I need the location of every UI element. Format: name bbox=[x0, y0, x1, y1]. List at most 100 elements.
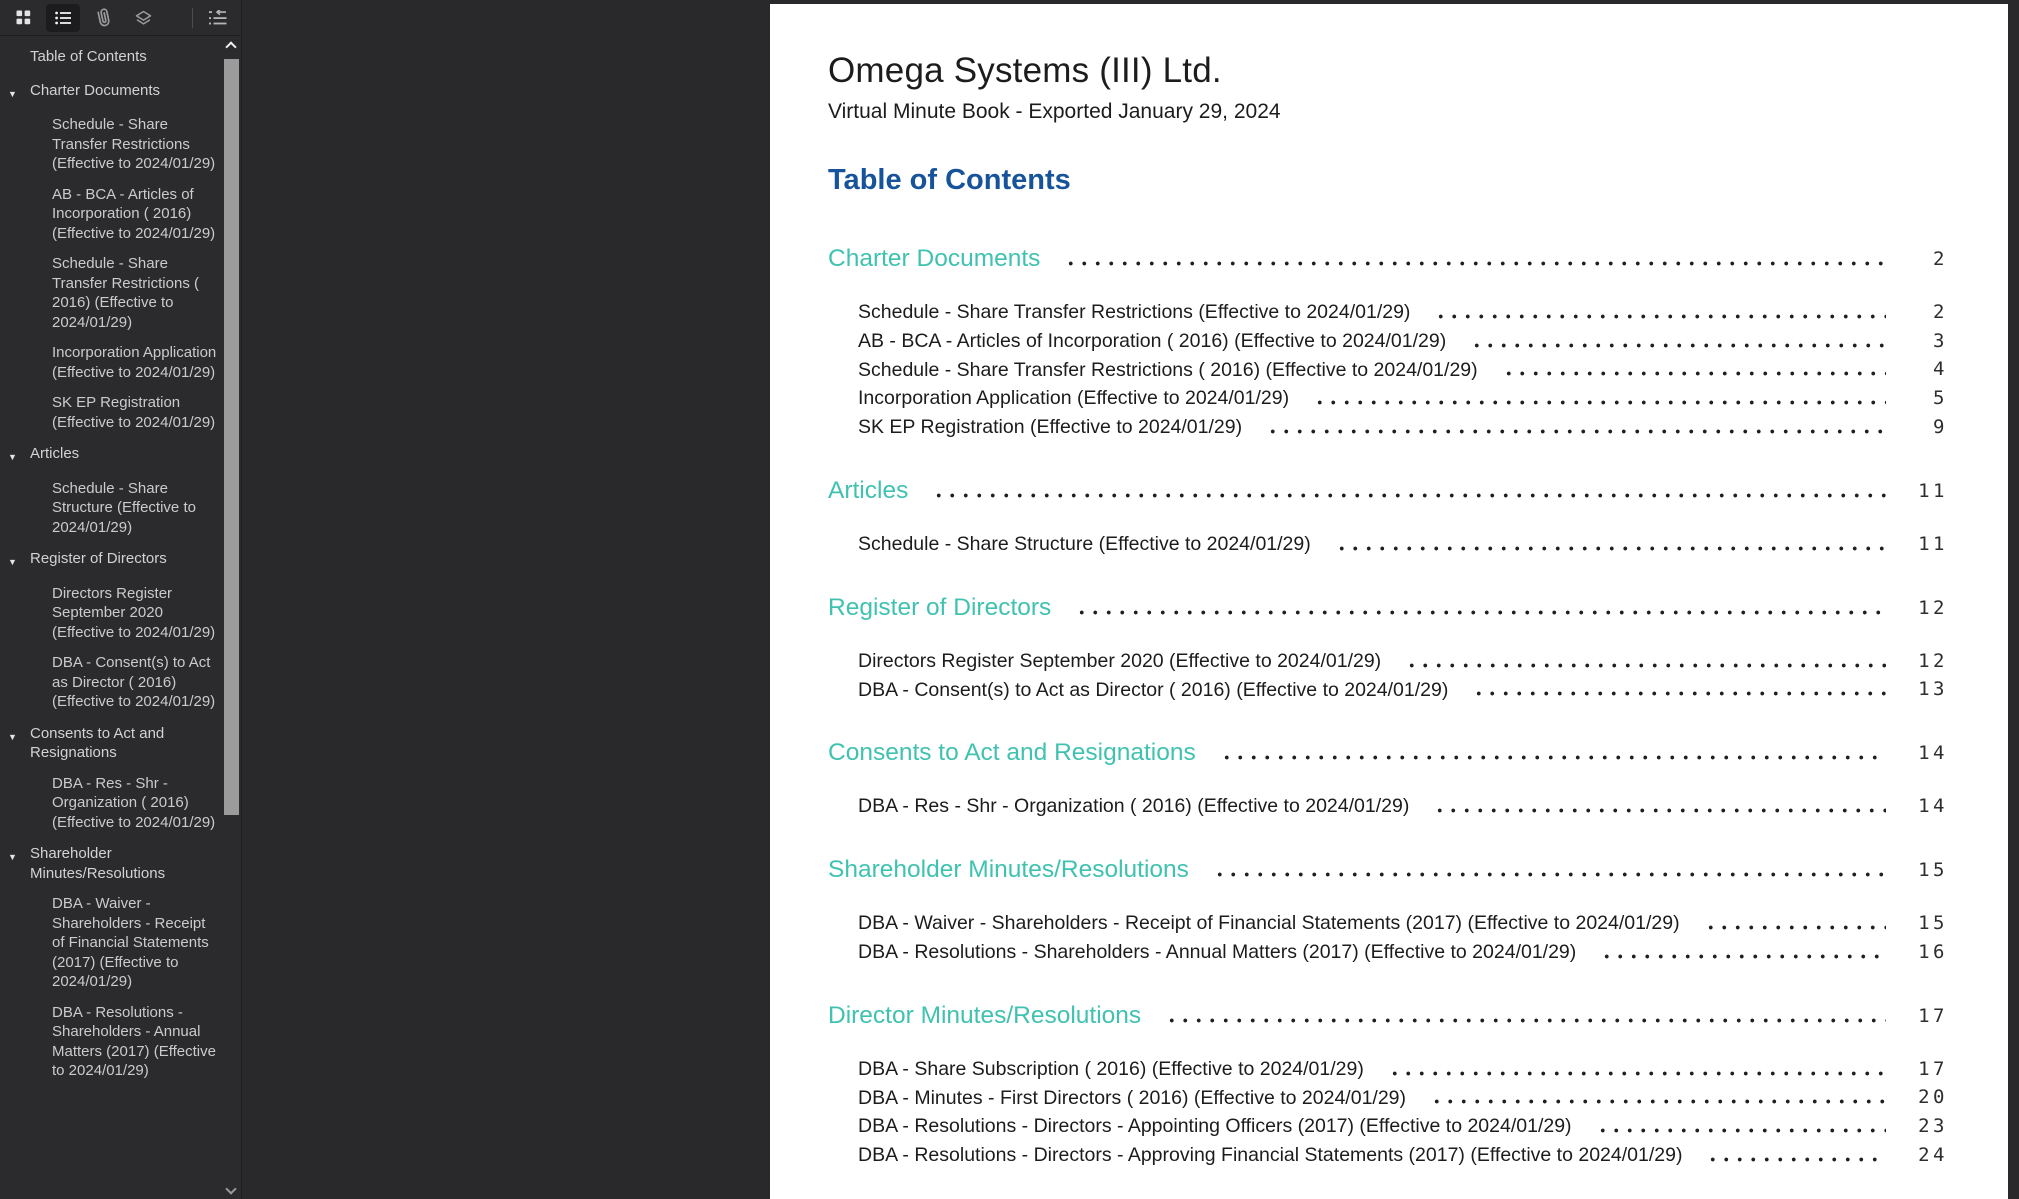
toc-leader-dots bbox=[1387, 1068, 1886, 1078]
sidebar-item[interactable]: Schedule - Share Structure (Effective to… bbox=[52, 479, 196, 536]
toc-entry-link[interactable]: Schedule - Share Structure (Effective to… bbox=[858, 532, 1311, 555]
table-of-contents-icon[interactable] bbox=[46, 3, 80, 32]
toc-leader-dots bbox=[1470, 340, 1886, 350]
toc-section-link[interactable]: Register of Directors bbox=[828, 593, 1052, 621]
toc-entry-list: Directors Register September 2020 (Effec… bbox=[828, 647, 1948, 705]
toc-leader-dots bbox=[1212, 870, 1886, 880]
sidebar-section[interactable]: ▼ Shareholder Minutes/Resolutions bbox=[8, 844, 219, 883]
sidebar-item[interactable]: DBA - Res - Shr - Organization ( 2016) (… bbox=[52, 774, 216, 831]
toc-entry-link[interactable]: DBA - Resolutions - Directors - Appointi… bbox=[858, 1115, 1572, 1138]
toc-section-block: Shareholder Minutes/Resolutions 15 DBA - W… bbox=[828, 854, 1948, 967]
toc-section-row: Consents to Act and Resignations 14 bbox=[828, 737, 1948, 768]
toc-entry-link[interactable]: DBA - Minutes - First Directors ( 2016) … bbox=[858, 1086, 1407, 1109]
toc-entry-link[interactable]: DBA - Share Subscription ( 2016) (Effect… bbox=[858, 1057, 1364, 1080]
sidebar-item[interactable]: Schedule - Share Transfer Restrictions (… bbox=[52, 116, 216, 172]
toc-section-link[interactable]: Charter Documents bbox=[828, 245, 1041, 272]
scroll-down-icon[interactable] bbox=[225, 1183, 237, 1195]
toc-section-link[interactable]: Consents to Act and Resignations bbox=[828, 739, 1196, 767]
toc-entry-link[interactable]: DBA - Res - Shr - Organization ( 2016) (… bbox=[858, 795, 1410, 818]
chevron-expanded-icon[interactable]: ▼ bbox=[8, 852, 17, 862]
toc-leader-dots bbox=[1434, 311, 1886, 321]
toc-entry-link[interactable]: SK EP Registration (Effective to 2024/01… bbox=[858, 416, 1243, 439]
chevron-expanded-icon[interactable]: ▼ bbox=[8, 88, 17, 99]
toc-tree-sections: ▼ Charter Documents Schedule - Share Trans… bbox=[8, 81, 219, 1081]
toc-page-number: 13 bbox=[1918, 678, 1948, 701]
toc-page-number: 5 bbox=[1933, 387, 1948, 410]
chevron-expanded-icon[interactable]: ▼ bbox=[8, 452, 17, 462]
toc-entry-link[interactable]: DBA - Consent(s) to Act as Director ( 20… bbox=[858, 678, 1449, 701]
sidebar-section[interactable]: ▼ Articles bbox=[8, 444, 219, 468]
toc-page-number: 17 bbox=[1918, 1057, 1948, 1080]
toc-entry-list: Schedule - Share Structure (Effective to… bbox=[828, 530, 1948, 559]
toc-entry-link[interactable]: Directors Register September 2020 (Effec… bbox=[858, 649, 1382, 672]
sidebar-item[interactable]: DBA - Consent(s) to Act as Director ( 20… bbox=[52, 654, 216, 710]
sidebar-scrollbar[interactable] bbox=[223, 37, 241, 1199]
sidebar-section[interactable]: ▼ Register of Directors bbox=[8, 549, 219, 573]
layers-icon[interactable] bbox=[126, 4, 160, 32]
thumbnails-grid-icon[interactable] bbox=[6, 4, 40, 32]
sidebar-item[interactable]: DBA - Waiver - Shareholders - Receipt of… bbox=[52, 895, 209, 990]
sidebar-section-label: Shareholder Minutes/Resolutions bbox=[30, 845, 166, 882]
toc-entry-list: DBA - Share Subscription ( 2016) (Effect… bbox=[828, 1055, 1948, 1170]
toc-leader-dots bbox=[1266, 426, 1886, 436]
toc-entry-link[interactable]: Schedule - Share Transfer Restrictions (… bbox=[858, 358, 1478, 381]
toc-leader-dots bbox=[1501, 369, 1886, 379]
collapse-panel-icon[interactable] bbox=[201, 4, 235, 32]
toc-leader-dots bbox=[1075, 607, 1886, 617]
scroll-up-icon[interactable] bbox=[225, 41, 237, 53]
sidebar-section-label: Register of Directors bbox=[30, 550, 167, 567]
sidebar-section[interactable]: ▼ Consents to Act and Resignations bbox=[8, 724, 219, 763]
sidebar-section-label: Consents to Act and Resignations bbox=[30, 724, 165, 762]
scrollbar-thumb[interactable] bbox=[224, 59, 239, 815]
toc-page-number: 15 bbox=[1918, 859, 1948, 882]
attachments-paperclip-icon[interactable] bbox=[86, 4, 120, 32]
sidebar-section-label: Charter Documents bbox=[30, 81, 161, 99]
toc-body: Charter Documents 2 Schedule - Share Trans… bbox=[828, 243, 1948, 1170]
toc-page-number: 14 bbox=[1918, 795, 1948, 818]
toc-section-row: Director Minutes/Resolutions 17 bbox=[828, 1000, 1948, 1031]
toc-section-link[interactable]: Shareholder Minutes/Resolutions bbox=[828, 856, 1189, 884]
toc-entry-link[interactable]: DBA - Waiver - Shareholders - Receipt of… bbox=[858, 912, 1680, 935]
toc-entry-row: DBA - Resolutions - Directors - Appointi… bbox=[858, 1112, 1948, 1141]
chevron-expanded-icon[interactable]: ▼ bbox=[8, 557, 17, 567]
sidebar-item[interactable]: Incorporation Application (Effective to … bbox=[52, 344, 217, 381]
toc-leader-dots bbox=[1430, 1097, 1886, 1107]
toolbar-separator bbox=[192, 7, 193, 28]
toc-page-heading: Table of Contents bbox=[828, 164, 1071, 196]
toc-entry-row: DBA - Resolutions - Shareholders - Annua… bbox=[858, 938, 1948, 967]
toc-leader-dots bbox=[1219, 753, 1886, 763]
sidebar-item[interactable]: Schedule - Share Transfer Restrictions (… bbox=[52, 255, 199, 331]
toc-entry-link[interactable]: DBA - Resolutions - Shareholders - Annua… bbox=[858, 940, 1577, 963]
sidebar-toolbar bbox=[0, 0, 241, 36]
sidebar-section[interactable]: ▼ Charter Documents bbox=[8, 81, 219, 105]
toc-section-row: Shareholder Minutes/Resolutions 15 bbox=[828, 854, 1948, 885]
chevron-expanded-icon[interactable]: ▼ bbox=[8, 731, 17, 742]
toc-entry-row: DBA - Share Subscription ( 2016) (Effect… bbox=[858, 1055, 1948, 1084]
toc-page-number: 12 bbox=[1918, 649, 1948, 672]
toc-page-number: 2 bbox=[1933, 300, 1948, 323]
toc-leader-dots bbox=[1600, 951, 1886, 961]
export-subtitle: Virtual Minute Book - Exported January 2… bbox=[828, 100, 1281, 123]
sidebar-item[interactable]: AB - BCA - Articles of Incorporation ( 2… bbox=[52, 185, 216, 242]
toc-entry-link[interactable]: Incorporation Application (Effective to … bbox=[858, 387, 1290, 410]
sidebar-item[interactable]: DBA - Resolutions - Shareholders - Annua… bbox=[52, 1003, 216, 1080]
toc-leader-dots bbox=[1405, 660, 1886, 670]
sidebar-item-table-of-contents[interactable]: Table of Contents bbox=[30, 48, 147, 65]
toc-leader-dots bbox=[1472, 689, 1886, 699]
toc-entry-row: Incorporation Application (Effective to … bbox=[858, 384, 1948, 413]
toc-leader-dots bbox=[932, 490, 1886, 500]
toc-section-link[interactable]: Articles bbox=[828, 476, 909, 504]
toc-entry-row: Schedule - Share Structure (Effective to… bbox=[858, 530, 1948, 559]
sidebar-item[interactable]: SK EP Registration (Effective to 2024/01… bbox=[52, 394, 216, 431]
toc-entry-row: SK EP Registration (Effective to 2024/01… bbox=[858, 413, 1948, 442]
toc-entry-row: DBA - Resolutions - Directors - Approvin… bbox=[858, 1141, 1948, 1170]
pdf-page: Omega Systems (III) Ltd. Virtual Minute … bbox=[770, 4, 2008, 1199]
document-viewer: Omega Systems (III) Ltd. Virtual Minute … bbox=[242, 0, 2019, 1199]
toc-entry-row: AB - BCA - Articles of Incorporation ( 2… bbox=[858, 327, 1948, 356]
toc-entry-link[interactable]: AB - BCA - Articles of Incorporation ( 2… bbox=[858, 329, 1447, 352]
sidebar-item[interactable]: Directors Register September 2020 (Effec… bbox=[52, 584, 216, 641]
toc-section-link[interactable]: Director Minutes/Resolutions bbox=[828, 1001, 1142, 1029]
toc-entry-link[interactable]: DBA - Resolutions - Directors - Approvin… bbox=[858, 1144, 1683, 1167]
toc-entry-link[interactable]: Schedule - Share Transfer Restrictions (… bbox=[858, 301, 1411, 323]
toc-section-row: Charter Documents 2 bbox=[828, 243, 1948, 274]
